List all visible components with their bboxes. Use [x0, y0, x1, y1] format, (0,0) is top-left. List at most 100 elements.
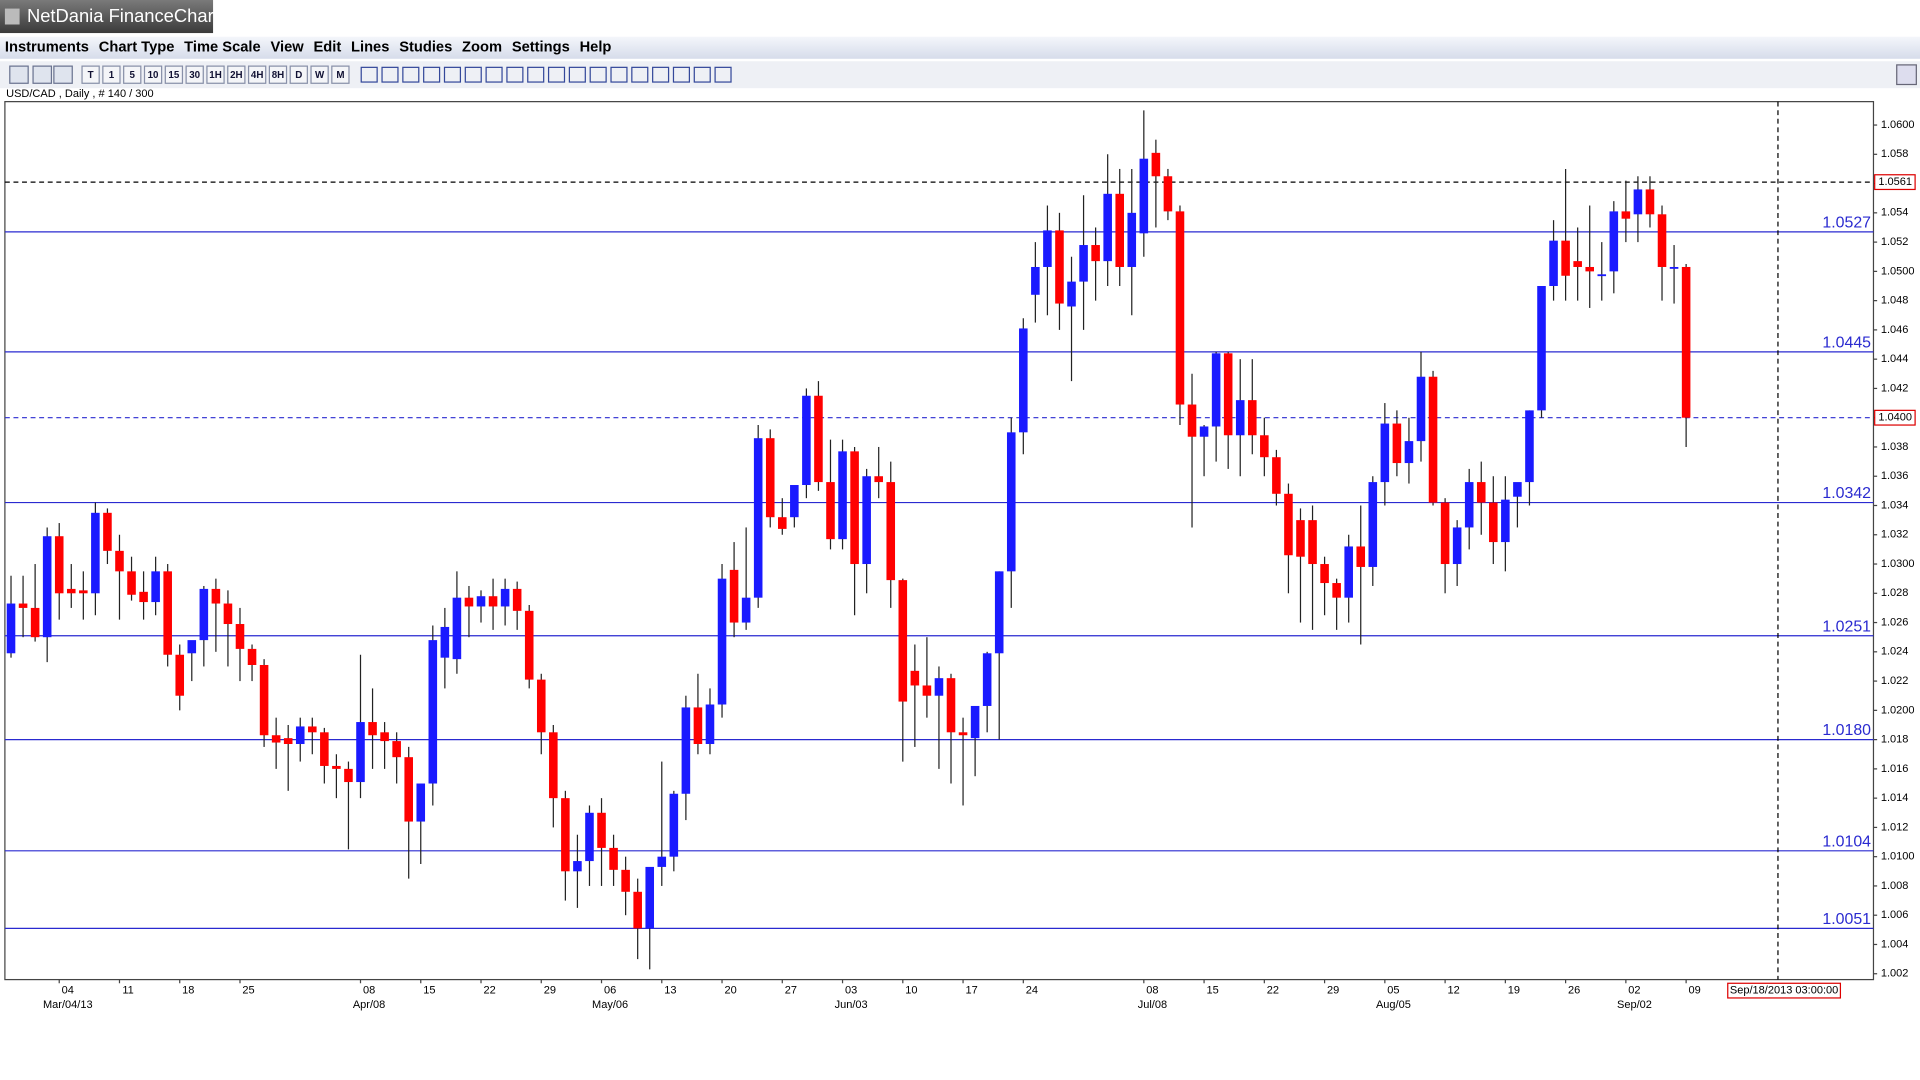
tool-icon[interactable] — [402, 66, 420, 83]
x-tick-label: 11 — [122, 985, 133, 997]
tool-icon[interactable] — [568, 66, 586, 83]
timescale-label[interactable]: 15 — [168, 70, 179, 81]
menu-item[interactable]: Settings — [512, 40, 570, 56]
timescale-label[interactable]: D — [295, 70, 302, 81]
tool-icon[interactable] — [652, 66, 670, 83]
candle-body — [1175, 211, 1185, 405]
timescale-label[interactable]: 30 — [189, 70, 200, 81]
tool-icon[interactable] — [506, 66, 524, 83]
candle-body — [1223, 353, 1233, 436]
timescale-button[interactable] — [268, 65, 288, 84]
candle-body — [934, 678, 944, 696]
candle-body — [1043, 230, 1052, 267]
menu-item[interactable]: Instruments — [5, 40, 89, 56]
title-bar — [0, 0, 214, 34]
y-tick-label: 1.016 — [1881, 763, 1909, 775]
x-month-label: Apr/08 — [353, 999, 385, 1011]
candle-body — [609, 847, 618, 870]
tool-icon[interactable] — [485, 66, 503, 83]
timescale-button[interactable] — [227, 65, 246, 84]
timescale-button[interactable] — [143, 65, 163, 84]
tool-icon[interactable] — [589, 66, 607, 83]
candle-body — [308, 726, 317, 733]
y-tick-label: 1.012 — [1881, 821, 1909, 833]
tool-icon[interactable] — [547, 66, 566, 83]
x-month-label: May/06 — [592, 999, 628, 1011]
tool-icon[interactable] — [443, 66, 462, 83]
level-label: 1.0445 — [1822, 334, 1871, 351]
tool-icon[interactable] — [53, 65, 73, 84]
tool-icon[interactable] — [360, 66, 378, 83]
level-label: 1.0527 — [1822, 214, 1871, 231]
tool-icon[interactable] — [464, 66, 482, 83]
candle-body — [1091, 245, 1100, 262]
timescale-button[interactable] — [247, 65, 267, 84]
candle-body — [970, 705, 980, 739]
menu-item[interactable]: Time Scale — [184, 40, 260, 56]
y-tick-label: 1.008 — [1881, 880, 1909, 892]
tool-icon[interactable] — [714, 66, 732, 83]
tool-icon[interactable] — [423, 66, 441, 83]
timescale-label[interactable]: 2H — [230, 70, 243, 81]
toolbar-buttons: T 1 5 10 15 30 1H 2H 4H 8H D W M — [9, 65, 732, 84]
candle-body — [1115, 193, 1125, 267]
tool-icon[interactable] — [610, 66, 628, 83]
candle-body — [524, 610, 534, 680]
timescale-label[interactable]: M — [336, 70, 344, 81]
timescale-button[interactable] — [331, 65, 350, 84]
x-tick-label: 18 — [182, 985, 194, 997]
candle-body — [826, 482, 835, 540]
candle-body — [368, 722, 377, 736]
timescale-button[interactable] — [123, 65, 142, 84]
y-tick-label: 1.042 — [1881, 382, 1909, 394]
level-label: 1.0180 — [1822, 722, 1871, 739]
candle-body — [1513, 482, 1522, 497]
timescale-button[interactable] — [185, 65, 204, 84]
timescale-button[interactable] — [310, 65, 329, 84]
menu-item[interactable]: Zoom — [462, 40, 502, 56]
price-tag — [1874, 174, 1916, 191]
tool-icon[interactable] — [631, 66, 649, 83]
price-tag — [1874, 409, 1916, 426]
y-tick-label: 1.046 — [1881, 324, 1909, 336]
window-button[interactable] — [1896, 64, 1917, 86]
menu-item[interactable]: Chart Type — [99, 40, 175, 56]
tool-icon[interactable] — [381, 66, 399, 83]
timescale-button[interactable] — [289, 65, 308, 84]
tool-icon[interactable] — [672, 66, 690, 83]
x-tick-label: 12 — [1448, 985, 1460, 997]
candle-body — [1055, 230, 1064, 304]
timescale-label[interactable]: 1H — [209, 70, 222, 81]
menu-item[interactable]: Help — [580, 40, 612, 56]
timescale-label[interactable]: 5 — [130, 70, 136, 81]
candle-body — [1235, 400, 1245, 436]
menu-item[interactable]: Lines — [351, 40, 389, 56]
timescale-label[interactable]: W — [315, 70, 325, 81]
menu-item[interactable]: View — [270, 40, 304, 56]
tool-icon[interactable] — [32, 65, 53, 84]
timescale-button[interactable] — [102, 65, 121, 84]
timescale-label[interactable]: 10 — [148, 70, 159, 81]
x-tick-label: 09 — [1689, 985, 1701, 997]
timescale-label[interactable]: 1 — [109, 70, 115, 81]
candle-body — [320, 732, 329, 766]
timescale-label[interactable]: 8H — [272, 70, 285, 81]
timescale-button[interactable] — [164, 65, 184, 84]
candle-body — [6, 603, 16, 654]
x-tick-label: 04 — [62, 985, 74, 997]
timescale-button[interactable] — [81, 65, 100, 84]
tool-icon[interactable] — [527, 66, 545, 83]
menu-item[interactable]: Studies — [399, 40, 452, 56]
timescale-button[interactable] — [206, 65, 225, 84]
candle-body — [705, 704, 715, 745]
cursor-label: Sep/18/2013 03:00:00 — [1730, 985, 1838, 997]
x-month-label: Aug/05 — [1376, 999, 1411, 1011]
tool-icon[interactable] — [693, 66, 711, 83]
timescale-label[interactable]: 4H — [251, 70, 264, 81]
x-tick-label: 27 — [785, 985, 797, 997]
candle-body — [1440, 502, 1450, 565]
candle-body — [1284, 493, 1293, 556]
menu-item[interactable]: Edit — [313, 40, 341, 56]
tool-icon[interactable] — [9, 65, 29, 84]
timescale-label[interactable]: T — [88, 70, 94, 81]
